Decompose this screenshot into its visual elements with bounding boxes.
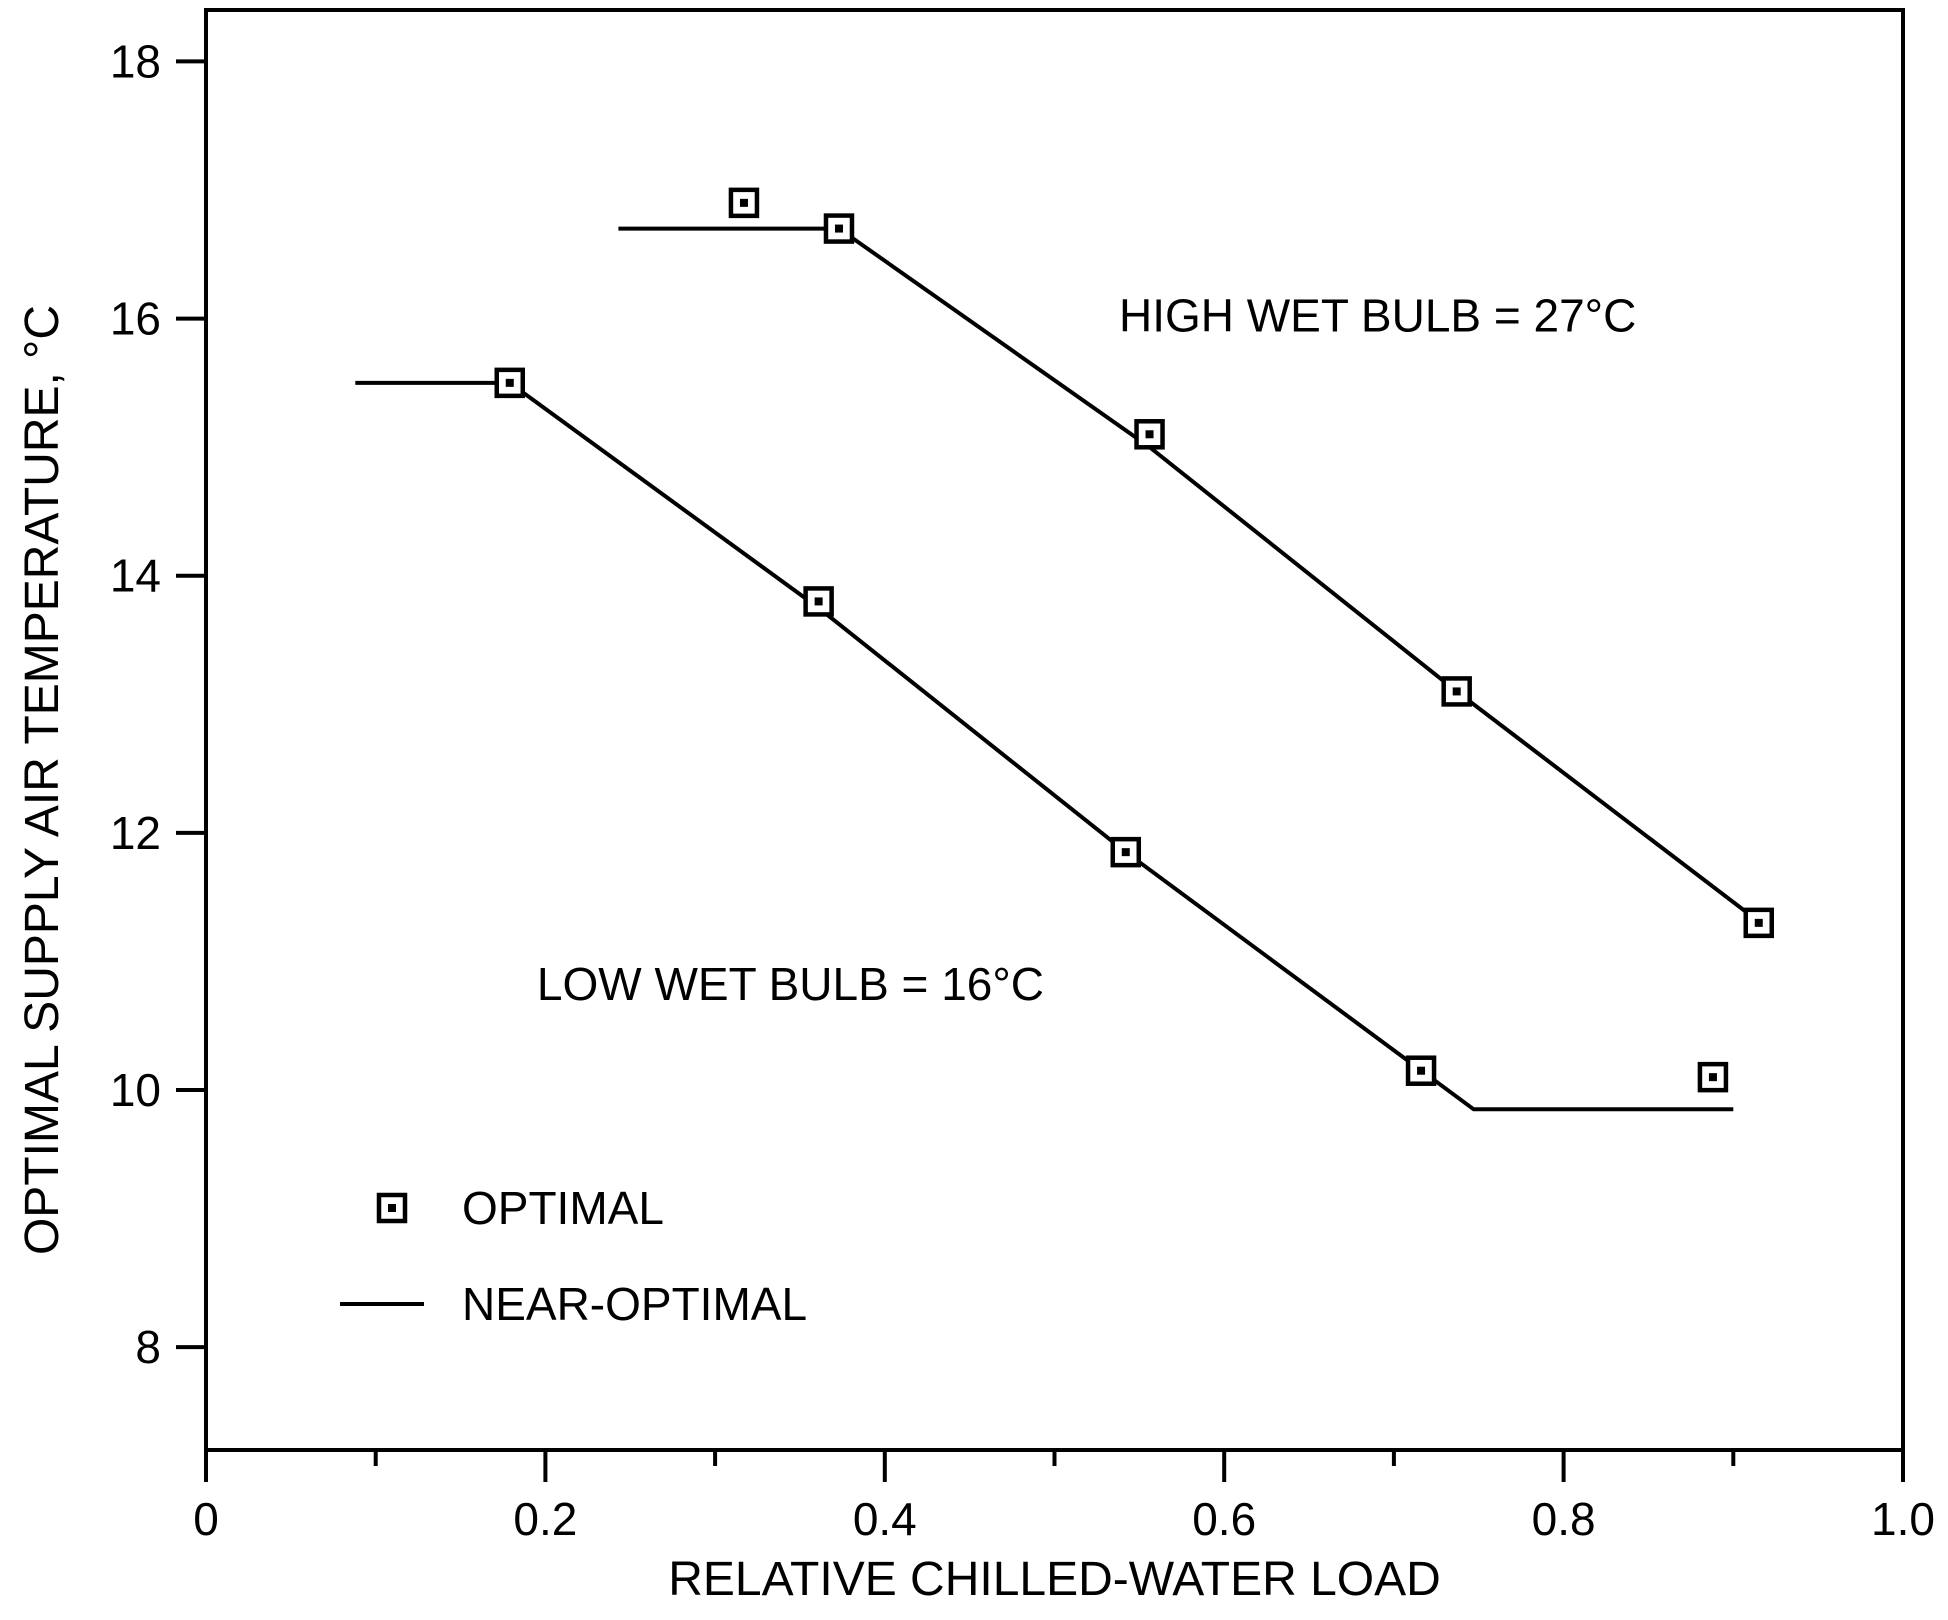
x-axis-title: RELATIVE CHILLED-WATER LOAD [668, 1553, 1441, 1606]
optimal-marker-low [1405, 1055, 1437, 1086]
legend-item-line: NEAR-OPTIMAL [340, 1278, 807, 1330]
legend-marker-symbol [376, 1192, 408, 1224]
x-tick-label: 0.2 [513, 1493, 577, 1545]
legend-item-marker: OPTIMAL [376, 1182, 664, 1234]
series-markers [494, 187, 1775, 1093]
y-axis: 8 10 12 14 16 18 [110, 35, 206, 1373]
optimal-marker-low [803, 586, 834, 617]
x-tick-label: 0.6 [1192, 1493, 1256, 1545]
legend-label: OPTIMAL [462, 1182, 664, 1234]
y-tick-label: 18 [110, 35, 161, 87]
optimal-marker-high [1134, 419, 1165, 450]
plot-border [204, 8, 1905, 1452]
x-tick-label: 1.0 [1871, 1493, 1935, 1545]
annotations: HIGH WET BULB = 27°C LOW WET BULB = 16°C [537, 289, 1636, 1010]
optimal-marker-low [494, 367, 526, 399]
optimal-marker-low [1110, 836, 1142, 868]
x-tick-label: 0.4 [853, 1493, 917, 1545]
optimal-marker-low [1697, 1061, 1729, 1093]
annotation-label: HIGH WET BULB = 27°C [1119, 289, 1636, 341]
annotation-label: LOW WET BULB = 16°C [537, 958, 1044, 1010]
y-tick-label: 16 [110, 293, 161, 345]
near-optimal-line-low [355, 380, 1734, 1112]
optimal-marker-high [1743, 907, 1775, 939]
legend: OPTIMAL NEAR-OPTIMAL [340, 1182, 807, 1330]
x-tick-label: 0.8 [1532, 1493, 1596, 1545]
y-tick-label: 10 [110, 1064, 161, 1116]
y-axis-title: OPTIMAL SUPPLY AIR TEMPERATURE, °C [16, 305, 69, 1255]
y-tick-label: 14 [110, 550, 161, 602]
y-tick-label: 12 [110, 807, 161, 859]
legend-label: NEAR-OPTIMAL [462, 1278, 807, 1330]
y-tick-label: 8 [135, 1321, 161, 1373]
x-tick-label: 0 [193, 1493, 219, 1545]
optimal-marker-high [1441, 676, 1472, 707]
optimal-marker-high [823, 213, 855, 244]
plot-frame [204, 8, 1905, 1452]
optimal-marker-high [728, 187, 760, 219]
x-axis: 0 0.2 0.4 0.6 0.8 1.0 [193, 1450, 1935, 1545]
